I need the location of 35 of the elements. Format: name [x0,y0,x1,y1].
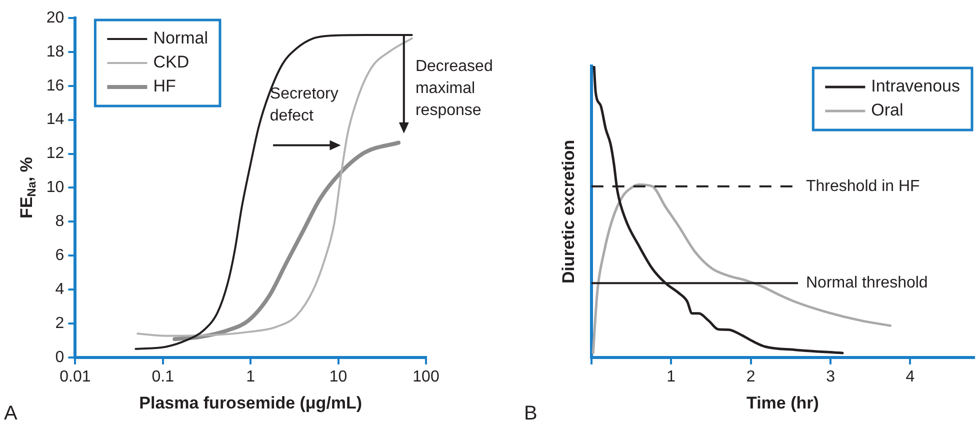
y-tick-label: 2 [55,314,64,332]
y-tick-label: 14 [46,111,64,128]
y-tick-label: 18 [46,43,64,60]
ref-line-label: Threshold in HF [806,178,920,195]
y-axis-title: FENa, % [16,156,39,218]
y-tick-label: 12 [46,145,64,162]
x-tick-label: 10 [329,368,348,386]
legend-label: HF [153,76,176,96]
x-axis-title: Plasma furosemide (μg/mL) [139,393,362,412]
text: B [524,402,538,425]
x-axis-title: Time (hr) [746,393,819,412]
y-tick-label: 16 [46,77,64,94]
x-tick-label: 4 [906,368,915,386]
ref-line-label: Normal threshold [806,274,928,292]
x-tick-label: 0.01 [60,368,91,386]
x-tick-label: 1 [666,368,676,386]
legend-label: Intravenous [871,76,960,96]
legend-label: Oral [871,100,904,120]
annotation: Decreased maximal response [415,58,493,120]
y-tick-label: 20 [46,9,64,26]
x-tick-label: 100 [412,368,440,386]
x-tick-label: 3 [826,368,836,386]
y-tick-label: 6 [55,246,64,264]
legend-label: Normal [153,28,208,48]
annotation: Secretory defect [270,85,338,124]
y-axis-title: Diuretic excretion [559,140,578,284]
legend-label: CKD [153,52,190,72]
y-tick-label: 10 [46,179,64,196]
y-tick-label: 0 [55,348,64,366]
y-tick-label: 8 [55,213,64,230]
y-tick-label: 4 [55,280,64,298]
x-tick-label: 2 [746,368,756,386]
x-tick-label: 0.1 [152,368,174,386]
x-tick-label: 1 [246,368,256,386]
text: A [4,402,18,425]
